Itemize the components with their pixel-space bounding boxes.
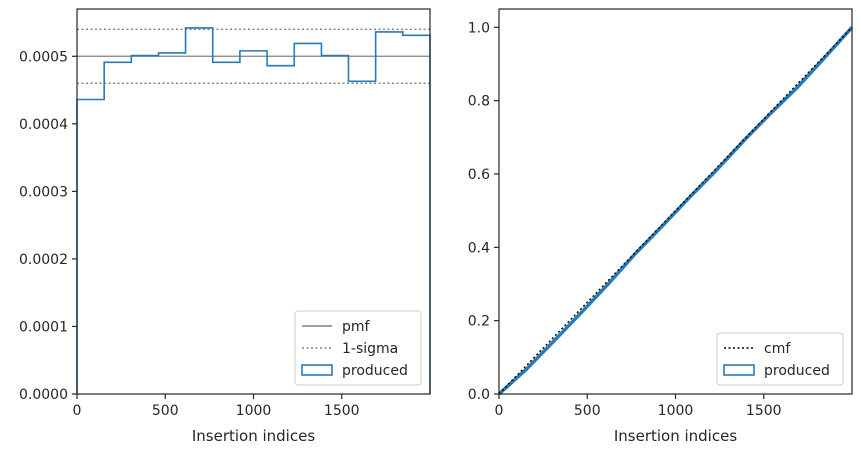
cmf-line [498,26,853,395]
x-tick-label: 1000 [236,403,272,419]
legend-label: 1-sigma [342,341,398,357]
legend-handle-patch [723,364,755,376]
y-tick-label: 0.0001 [19,319,68,335]
produced-step-histogram [76,27,431,394]
legend-label: pmf [342,319,371,335]
y-tick-label: 0.0003 [19,184,68,200]
x-tick-label: 0 [495,403,504,419]
y-tick-label: 0.0 [468,387,490,403]
produced-cumulative-line [497,26,854,396]
x-tick-label: 0 [73,403,82,419]
legend-label: produced [764,363,830,379]
x-tick-label: 1000 [658,403,694,419]
y-ticks: 0.0 0.2 0.4 0.6 0.8 1.0 [468,20,499,403]
x-axis-label: Insertion indices [192,427,315,445]
x-tick-label: 1500 [746,403,782,419]
x-axis-label: Insertion indices [614,427,737,445]
y-tick-label: 1.0 [468,20,490,36]
axes-frame [76,8,431,395]
legend-handle-patch [301,364,333,376]
y-tick-label: 0.0000 [19,387,68,403]
x-tick-label: 1500 [324,403,360,419]
y-ticks: 0.0000 0.0001 0.0002 0.0003 0.0004 0.0005 [19,49,77,403]
y-tick-label: 0.8 [468,94,490,110]
legend-label: cmf [764,341,791,357]
y-tick-label: 0.4 [468,240,490,256]
legend: pmf 1-sigma produced [294,310,422,386]
x-tick-label: 500 [574,403,601,419]
cmf-panel: 0 500 1000 1500 0.0 0.2 0.4 0.6 0.8 1.0 Insertio… [468,8,854,445]
x-tick-label: 500 [152,403,179,419]
x-ticks: 0 500 1000 1500 [495,394,782,419]
sigma-lines [77,28,430,84]
legend-label: produced [342,363,408,379]
legend: cmf produced [716,332,844,386]
y-tick-label: 0.0002 [19,252,68,268]
pmf-panel: 0 500 1000 1500 0.00000.00010.00020.00030.0… [19,8,431,445]
legend-box [716,332,844,386]
legend-box [294,310,422,386]
y-tick-label: 0.0004 [19,117,68,133]
y-tick-label: 0.6 [468,167,490,183]
y-tick-label: 0.2 [468,314,490,330]
y-tick-label: 0.0005 [19,49,68,65]
x-ticks: 0 500 1000 1500 [73,394,360,419]
axes-frame [498,8,853,395]
